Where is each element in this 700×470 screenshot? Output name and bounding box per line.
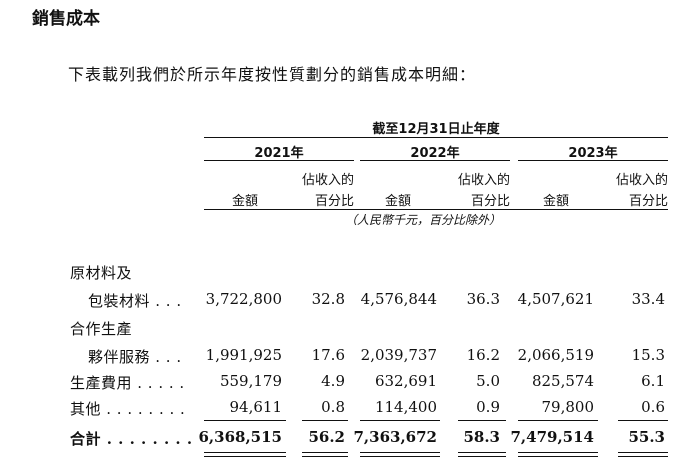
cell-amount-2022: 114,400	[374, 398, 437, 416]
intro-text: 下表載列我們於所示年度按性質劃分的銷售成本明細：	[68, 65, 477, 84]
cell-pct-2023: 33.4	[631, 290, 665, 308]
year-header-2022: 2022年	[410, 146, 460, 161]
col-pct-2022-line1: 佔收入的	[457, 173, 510, 188]
cell-amount-2022: 4,576,844	[360, 290, 437, 308]
cell-pct-2021: 32.8	[311, 290, 345, 308]
cell-amount-2022: 2,039,737	[360, 346, 437, 364]
section-title: 銷售成本	[32, 9, 100, 29]
year-header-2023: 2023年	[568, 146, 618, 161]
header-rule-bottom	[204, 209, 668, 210]
total-pct-2022: 58.3	[463, 428, 500, 446]
subtotal-rule-2021-amt	[204, 420, 286, 421]
cell-pct-2021: 17.6	[311, 346, 345, 364]
col-pct-2021-line2: 百分比	[314, 194, 354, 209]
row-label-line2: 夥伴服務 . . .	[88, 348, 182, 366]
header-rule-top	[204, 137, 668, 138]
cell-pct-2023: 15.3	[631, 346, 665, 364]
cell-pct-2021: 4.9	[321, 372, 345, 390]
subtotal-rule-2023-amt	[518, 420, 598, 421]
total-rule-2021-amt	[204, 452, 286, 457]
cell-pct-2021: 0.8	[321, 398, 345, 416]
col-pct-2023-line1: 佔收入的	[615, 173, 668, 188]
year-rule-2023	[518, 160, 668, 161]
col-amount-2023: 金額	[542, 194, 569, 209]
cell-amount-2023: 79,800	[541, 398, 595, 416]
total-rule-2023-pct	[618, 452, 668, 457]
total-amount-2022: 7,363,672	[353, 428, 437, 446]
unit-note: （人民幣千元，百分比除外）	[345, 213, 502, 227]
cell-amount-2023: 825,574	[531, 372, 594, 390]
year-header-2021: 2021年	[254, 146, 304, 161]
total-label: 合計 . . . . . . . .	[70, 430, 193, 448]
cell-pct-2023: 0.6	[641, 398, 665, 416]
cell-pct-2023: 6.1	[641, 372, 665, 390]
cell-amount-2021: 3,722,800	[205, 290, 282, 308]
subtotal-rule-2022-pct	[458, 420, 506, 421]
col-pct-2021-line1: 佔收入的	[301, 173, 354, 188]
col-pct-2023-line2: 百分比	[628, 194, 668, 209]
col-pct-2022-line2: 百分比	[470, 194, 510, 209]
row-label: 生產費用 . . . . .	[70, 374, 185, 392]
cell-pct-2022: 36.3	[466, 290, 500, 308]
cell-pct-2022: 5.0	[476, 372, 500, 390]
cell-amount-2023: 4,507,621	[517, 290, 594, 308]
cell-amount-2022: 632,691	[374, 372, 437, 390]
cell-amount-2021: 559,179	[219, 372, 282, 390]
total-rule-2022-pct	[458, 452, 506, 457]
total-amount-2021: 6,368,515	[198, 428, 282, 446]
subtotal-rule-2022-amt	[360, 420, 440, 421]
subtotal-rule-2023-pct	[618, 420, 668, 421]
row-label-line2: 包裝材料 . . .	[88, 292, 182, 310]
period-header: 截至12月31日止年度	[372, 122, 500, 137]
total-amount-2023: 7,479,514	[510, 428, 594, 446]
row-label: 其他 . . . . . . . .	[70, 400, 186, 418]
row-label-line1: 合作生產	[70, 320, 133, 338]
total-rule-2023-amt	[518, 452, 598, 457]
total-rule-2021-pct	[302, 452, 348, 457]
col-amount-2021: 金額	[231, 194, 258, 209]
cell-pct-2022: 0.9	[476, 398, 500, 416]
total-pct-2021: 56.2	[308, 428, 345, 446]
cell-pct-2022: 16.2	[466, 346, 500, 364]
cell-amount-2021: 1,991,925	[205, 346, 282, 364]
year-rule-2022	[360, 160, 510, 161]
row-label-line1: 原材料及	[70, 264, 133, 282]
cell-amount-2021: 94,611	[229, 398, 283, 416]
cell-amount-2023: 2,066,519	[517, 346, 594, 364]
col-amount-2022: 金額	[384, 194, 411, 209]
year-rule-2021	[204, 160, 354, 161]
subtotal-rule-2021-pct	[302, 420, 348, 421]
total-rule-2022-amt	[360, 452, 440, 457]
total-pct-2023: 55.3	[628, 428, 665, 446]
